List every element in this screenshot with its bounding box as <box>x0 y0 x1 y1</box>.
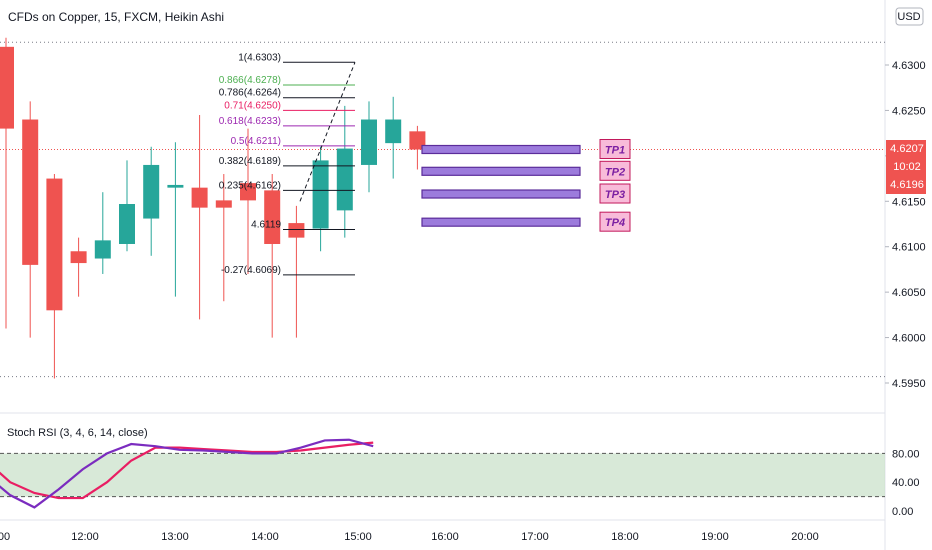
time-tick-label: 19:00 <box>701 531 729 543</box>
current-price-label: 4.6207 <box>890 143 924 155</box>
time-tick-label: 00 <box>0 531 10 543</box>
fib-level-label: 4.6119 <box>251 219 281 230</box>
candle-body <box>46 178 63 311</box>
candle-body <box>336 148 353 211</box>
time-tick-label: 16:00 <box>431 531 459 543</box>
stoch-tick-label: 0.00 <box>892 506 913 518</box>
candle-body <box>215 200 232 208</box>
price-tick-label: 4.6000 <box>892 333 926 345</box>
take-profit-levels[interactable]: TP1 TP2 TP3 TP4 <box>421 138 631 232</box>
fib-level-label: 0.71(4.6250) <box>224 100 281 111</box>
time-tick-label: 20:00 <box>791 531 819 543</box>
tp-label: TP1 <box>605 144 625 156</box>
secondary-price-label: 4.6196 <box>890 179 924 191</box>
candle-body <box>385 119 402 144</box>
candle-body <box>240 183 256 201</box>
candle-body <box>0 46 14 129</box>
tp-label-box[interactable] <box>599 138 631 159</box>
bar-countdown-label: 10:02 <box>893 161 921 173</box>
chart-title: CFDs on Copper, 15, FXCM, Heikin Ashi <box>8 10 224 24</box>
candle-body <box>312 160 329 229</box>
time-tick-label: 12:00 <box>71 531 99 543</box>
price-axis[interactable]: 4.63004.62504.62004.61504.61004.60504.60… <box>885 60 926 390</box>
candle-body <box>143 164 160 219</box>
candle-body <box>94 240 111 259</box>
candle-body <box>361 119 377 165</box>
fib-level-label: 0.382(4.6189) <box>219 156 281 167</box>
current-price-tag: 4.6207 10:02 4.6196 <box>886 140 926 194</box>
fib-level-label: -0.27(4.6069) <box>221 265 281 276</box>
stoch-band <box>0 453 885 497</box>
stoch-tick-label: 80.00 <box>892 448 920 460</box>
currency-label: USD <box>897 11 920 23</box>
tp-label-box[interactable] <box>599 160 631 181</box>
tp-label: TP4 <box>605 217 625 229</box>
fibonacci-extension[interactable]: 1(4.6303) 0.866(4.6278) 0.786(4.6264)0.71(… <box>219 52 356 276</box>
fib-level-label: 0.618(4.6233) <box>219 116 281 127</box>
candle-body <box>167 184 184 188</box>
price-tick-label: 4.6100 <box>892 242 926 254</box>
fib-level-label: 0.235(4.6162) <box>219 180 281 191</box>
price-tick-label: 4.6050 <box>892 287 926 299</box>
tp-bar[interactable] <box>421 217 581 227</box>
candle-body <box>119 204 135 244</box>
fib-level-label: 0.5(4.6211) <box>231 136 281 147</box>
stoch-tick-label: 40.00 <box>892 477 920 489</box>
time-tick-label: 17:00 <box>521 531 549 543</box>
stoch-rsi-label: Stoch RSI (3, 4, 6, 14, close) <box>7 427 148 439</box>
tp-label: TP2 <box>605 166 625 178</box>
candles <box>0 37 426 379</box>
tp-label: TP3 <box>605 189 625 201</box>
fib-level-label: 0.866(4.6278) <box>219 75 281 86</box>
tp-bar[interactable] <box>421 166 581 176</box>
time-tick-label: 13:00 <box>161 531 189 543</box>
candle-body <box>409 131 426 150</box>
time-axis[interactable]: 00 12:00 13:00 14:00 15:00 16:00 17:00 18:00 19:… <box>0 531 819 543</box>
price-tick-label: 4.6250 <box>892 105 926 117</box>
tp-label-box[interactable] <box>599 211 631 232</box>
tp-bar[interactable] <box>421 189 581 199</box>
price-tick-label: 4.5950 <box>892 378 926 390</box>
candle-body <box>191 187 208 208</box>
time-tick-label: 15:00 <box>344 531 372 543</box>
reference-lines <box>0 41 885 378</box>
time-tick-label: 18:00 <box>611 531 639 543</box>
candle-body <box>288 223 305 238</box>
tp-label-box[interactable] <box>599 183 631 204</box>
candle-body <box>70 251 87 264</box>
price-tick-label: 4.6300 <box>892 60 926 72</box>
fib-level-label: 1(4.6303) <box>238 52 281 63</box>
stoch-rsi-pane[interactable]: 80.00 40.00 0.00 <box>0 438 920 518</box>
currency-button[interactable] <box>895 7 924 26</box>
price-tick-label: 4.6150 <box>892 196 926 208</box>
candle-body <box>264 190 281 244</box>
tp-bar[interactable] <box>421 144 581 155</box>
fib-level-label: 0.786(4.6264) <box>219 88 281 99</box>
fib-trend-line <box>299 62 356 202</box>
stoch-k-line <box>0 438 374 509</box>
candle-body <box>22 119 39 265</box>
time-tick-label: 14:00 <box>251 531 279 543</box>
